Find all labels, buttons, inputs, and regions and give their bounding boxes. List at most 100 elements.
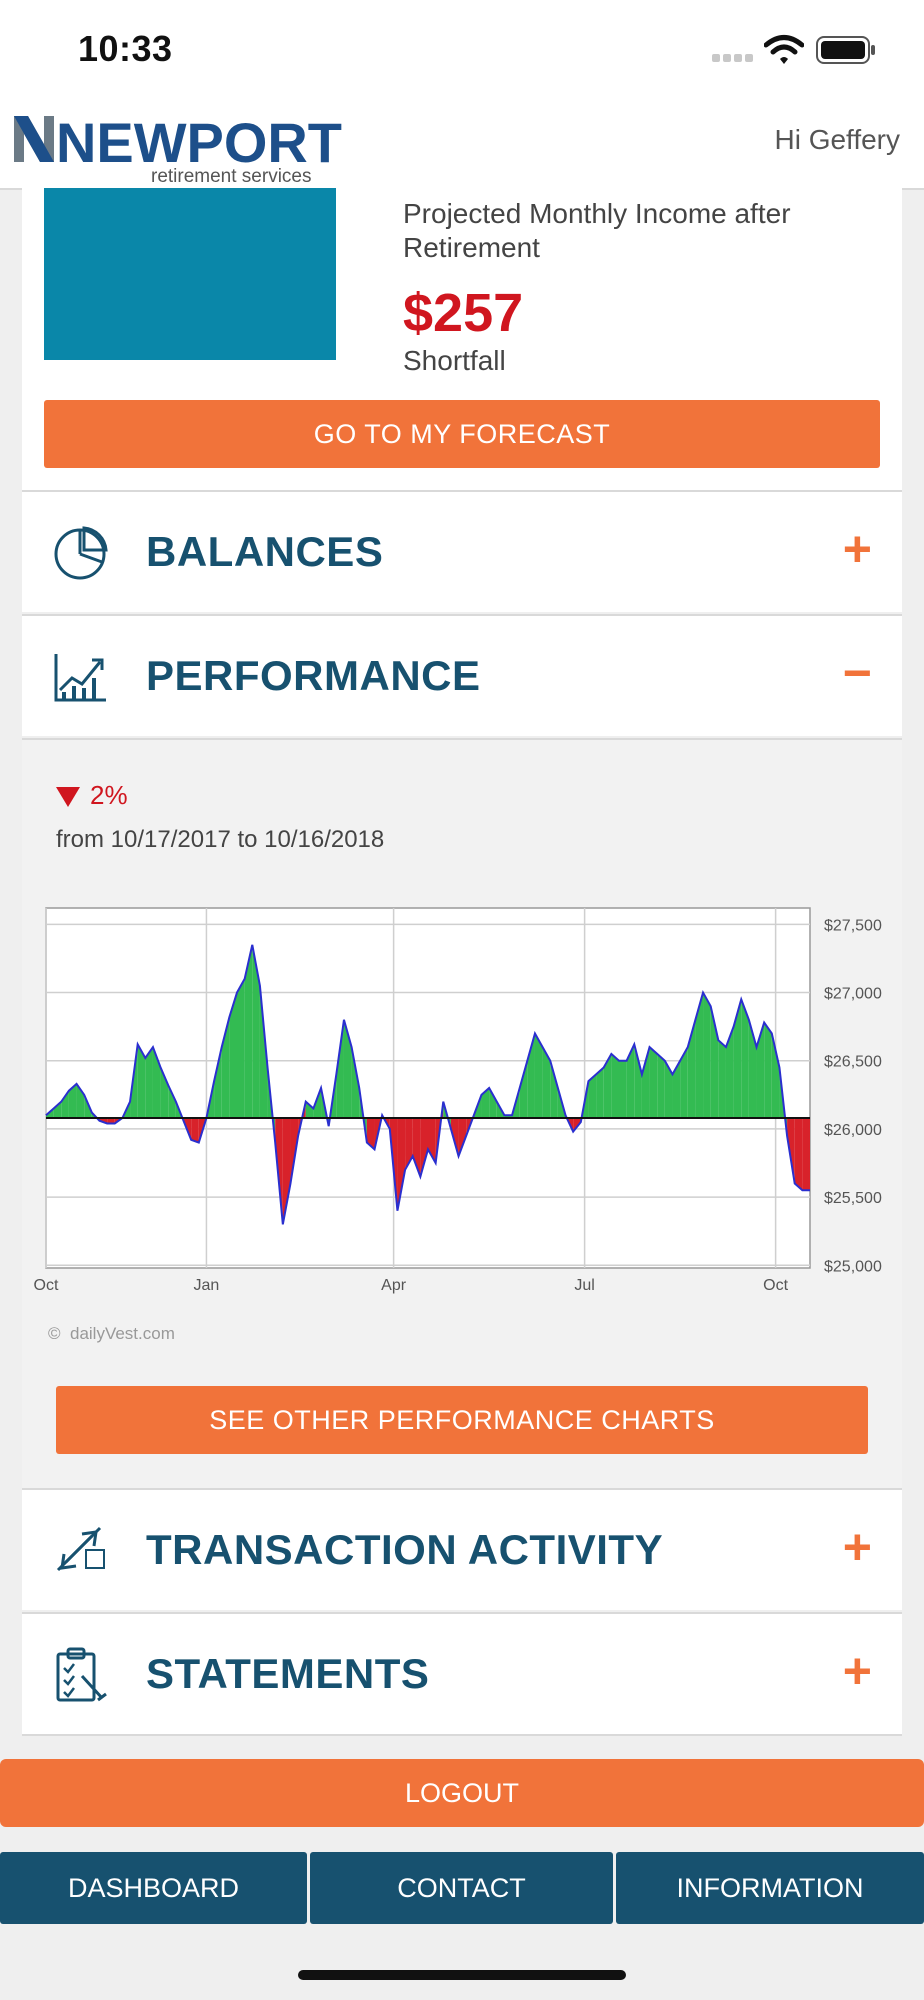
chart-area-segment [244, 944, 253, 1118]
chart-area-segment [435, 1101, 444, 1163]
logout-button[interactable]: LOGOUT [0, 1759, 924, 1827]
chart-area-segment [626, 1044, 635, 1118]
performance-collapse-icon[interactable]: − [842, 645, 872, 701]
chart-area-segment [764, 1022, 772, 1118]
chart-area-segment [160, 1067, 169, 1118]
logo-sub-text: retirement services [151, 166, 312, 186]
chart-area-segment [649, 1047, 658, 1118]
go-to-forecast-button[interactable]: GO TO MY FORECAST [44, 400, 880, 468]
forecast-gauge-graphic [44, 188, 336, 360]
chart-area-segment [634, 1044, 642, 1118]
chart-area-segment [680, 1047, 688, 1118]
chart-area-segment [114, 1118, 123, 1124]
logo-brand-text: NEWPORT [56, 111, 342, 174]
status-bar: 10:33 [0, 0, 924, 100]
tab-dashboard[interactable]: DASHBOARD [0, 1852, 307, 1924]
chart-area-segment [229, 992, 237, 1118]
pie-chart-icon [54, 526, 108, 580]
chart-area-segment [397, 1118, 406, 1211]
chart-area-segment [481, 1088, 490, 1118]
chart-area-segment [657, 1053, 665, 1118]
y-tick-label: $26,500 [824, 1054, 882, 1071]
chart-area-segment [107, 1118, 115, 1124]
chart-area-segment [672, 1060, 681, 1118]
statements-section-header[interactable]: STATEMENTS + [22, 1612, 902, 1734]
chart-area-segment [733, 999, 742, 1118]
chart-area-segment [718, 1040, 726, 1118]
transactions-section-header[interactable]: TRANSACTION ACTIVITY + [22, 1488, 902, 1610]
chart-area-segment [458, 1118, 467, 1157]
chart-area-segment [588, 1074, 597, 1118]
y-tick-label: $25,500 [824, 1190, 882, 1207]
balances-section-header[interactable]: BALANCES + [22, 490, 902, 612]
projected-income-label: Projected Monthly Income after Retiremen… [403, 198, 791, 263]
chart-area-segment [619, 1060, 627, 1118]
chart-area-segment [259, 985, 268, 1118]
chart-area-segment [534, 1033, 543, 1118]
performance-date-range: from 10/17/2017 to 10/16/2018 [56, 826, 385, 853]
transactions-title: TRANSACTION ACTIVITY [146, 1526, 664, 1573]
user-greeting: Hi Geffery [774, 124, 900, 155]
chart-area-segment [611, 1053, 619, 1118]
tab-contact[interactable]: CONTACT [310, 1852, 613, 1924]
see-other-charts-button[interactable]: SEE OTHER PERFORMANCE CHARTS [56, 1386, 868, 1454]
chart-area-segment [168, 1085, 176, 1118]
statements-expand-icon[interactable]: + [842, 1643, 872, 1699]
chart-area-segment [343, 1019, 352, 1118]
shortfall-label: Shortfall [403, 345, 506, 376]
chart-area-segment [405, 1118, 413, 1170]
down-arrow-icon [56, 787, 80, 808]
performance-change: 2% [56, 780, 128, 811]
performance-section-header[interactable]: PERFORMANCE − [22, 614, 902, 736]
chart-area-segment [137, 1044, 146, 1118]
clipboard-checklist-icon [56, 1647, 107, 1702]
section-divider [22, 1734, 902, 1736]
chart-area-segment [725, 1026, 734, 1118]
performance-panel: 2% from 10/17/2017 to 10/16/2018 $27,500… [22, 738, 902, 1490]
chart-area-segment [603, 1053, 612, 1118]
chart-area-segment [191, 1118, 199, 1143]
copyright-icon: © [48, 1324, 61, 1343]
chart-area-segment [748, 1019, 757, 1118]
transactions-expand-icon[interactable]: + [842, 1519, 872, 1575]
performance-change-value: 2% [90, 780, 128, 810]
chart-area-segment [695, 992, 704, 1118]
chart-area-segment [91, 1112, 100, 1121]
chart-area-segment [664, 1060, 673, 1118]
statements-title: STATEMENTS [146, 1650, 430, 1697]
x-tick-label: Apr [381, 1277, 407, 1294]
balances-expand-icon[interactable]: + [842, 521, 872, 577]
transfer-arrows-icon [56, 1526, 105, 1572]
chart-area-segment [771, 1033, 780, 1118]
chart-area-segment [596, 1067, 604, 1118]
y-tick-label: $27,000 [824, 986, 882, 1003]
chart-area-segment [53, 1101, 62, 1118]
chart-area-segment [366, 1118, 375, 1150]
chart-area-segment [61, 1090, 69, 1118]
y-tick-label: $27,500 [824, 917, 882, 934]
chart-area-segment [252, 944, 260, 1118]
chart-area-segment [412, 1118, 421, 1177]
chart-area-segment [550, 1060, 558, 1118]
chart-area-segment [420, 1118, 428, 1177]
chart-area-segment [519, 1060, 528, 1118]
x-tick-label: Oct [763, 1277, 788, 1294]
line-chart-icon [54, 654, 106, 702]
bottom-tab-bar: DASHBOARD CONTACT INFORMATION [0, 1852, 924, 1924]
x-tick-label: Oct [34, 1277, 59, 1294]
chart-area-segment [794, 1118, 803, 1191]
status-time: 10:33 [78, 28, 173, 69]
shortfall-amount: $257 [403, 283, 524, 343]
chart-area-segment [489, 1088, 497, 1118]
tab-information[interactable]: INFORMATION [616, 1852, 924, 1924]
x-tick-label: Jan [194, 1277, 220, 1294]
y-tick-label: $25,000 [824, 1258, 882, 1275]
home-indicator[interactable] [298, 1970, 626, 1980]
chart-area-segment [214, 1047, 222, 1118]
chart-area-segment [703, 992, 711, 1118]
chart-area-segment [741, 999, 749, 1118]
chart-area-segment [687, 1019, 696, 1118]
chart-area-segment [641, 1047, 650, 1118]
newport-logo[interactable]: NEWPORT retirement services [10, 108, 350, 186]
y-tick-label: $26,000 [824, 1122, 882, 1139]
